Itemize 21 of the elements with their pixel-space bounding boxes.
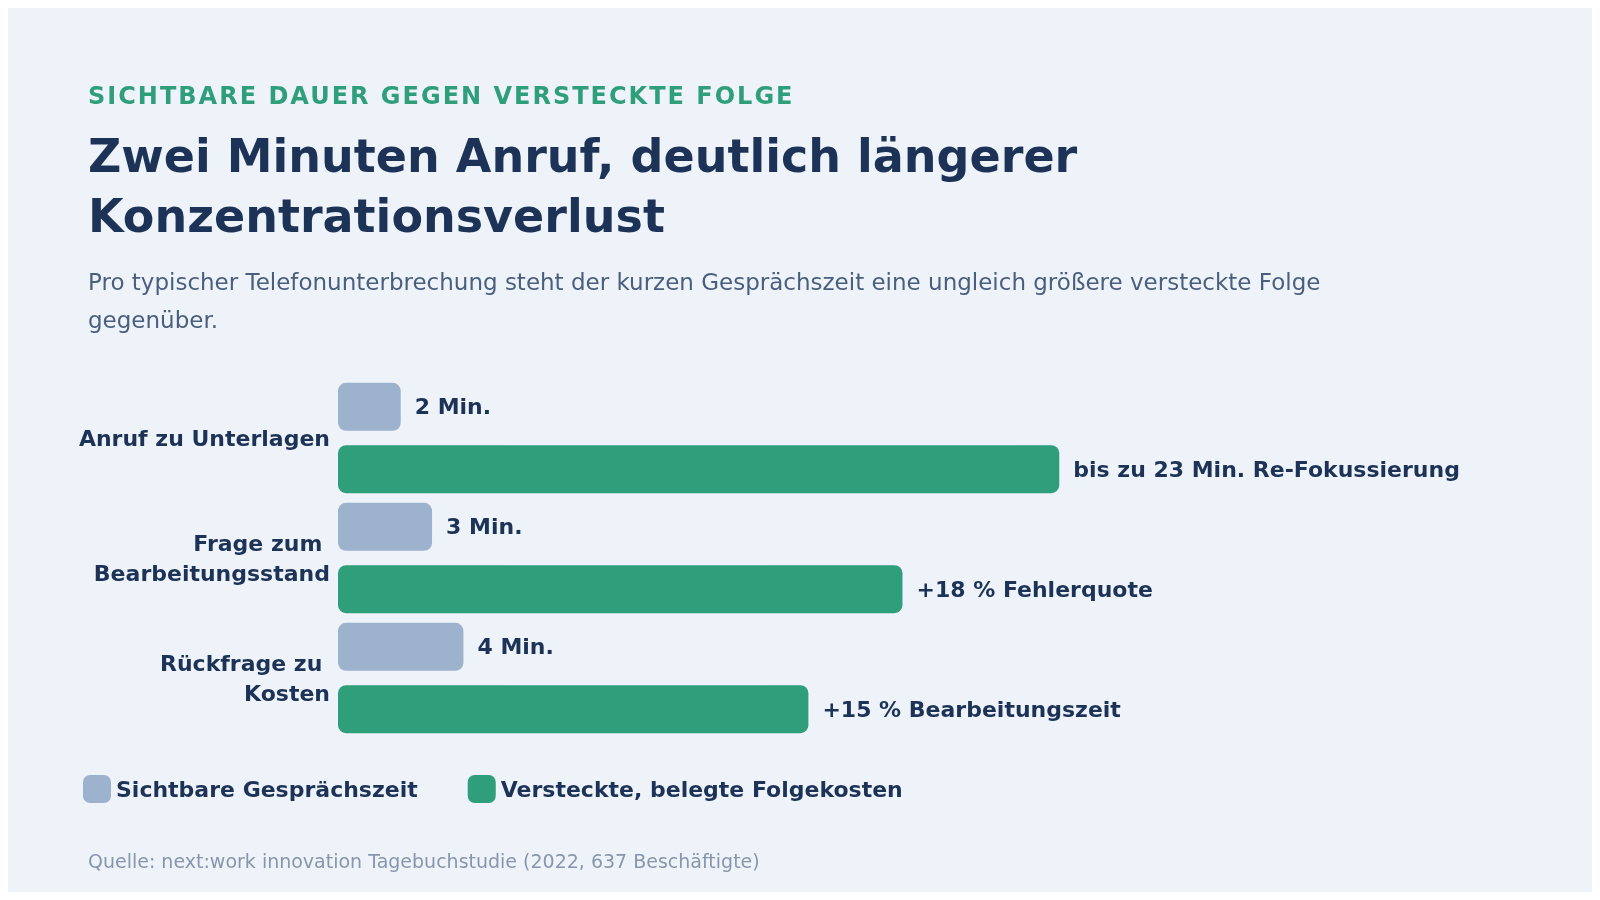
data-label: bis zu 23 Min. Re-Fokussierung (1073, 456, 1460, 482)
bar (338, 445, 1060, 494)
chart-subtitle: Pro typischer Telefonunterbrechung steht der kurzen Gesprächszeit eine ungleich größere versteckte Folge gegenüber. (88, 268, 1322, 335)
legend-label: Versteckte, belegte Folgekosten (500, 776, 903, 802)
data-label: +15 % Bearbeitungszeit (822, 696, 1122, 722)
bar (338, 502, 433, 551)
bar (338, 565, 903, 614)
bar (338, 382, 401, 431)
data-label: 2 Min. (414, 394, 492, 420)
data-label: 4 Min. (477, 634, 554, 660)
text: SICHTBARE DAUER GEGEN VERSTECKTE FOLGE (88, 82, 795, 110)
data-label: +18 % Fehlerquote (916, 576, 1153, 602)
y-tick-label: Frage zum Bearbeitungsstand (93, 530, 330, 586)
data-label: 3 Min. (446, 514, 523, 540)
legend-label: Sichtbare Gesprächszeit (116, 776, 419, 802)
bar (338, 685, 809, 734)
source-note: Quelle: next:work innovation Tagebuchstudie (2022, 637 Beschäftigte) (88, 850, 760, 872)
y-tick-label: Anruf zu Unterlagen (78, 425, 330, 451)
chart-title: Zwei Minuten Anruf, deutlich längerer Konzentrationsverlust (88, 128, 1079, 245)
bar (338, 622, 464, 671)
y-tick-label: Rückfrage zu Kosten (160, 650, 330, 706)
